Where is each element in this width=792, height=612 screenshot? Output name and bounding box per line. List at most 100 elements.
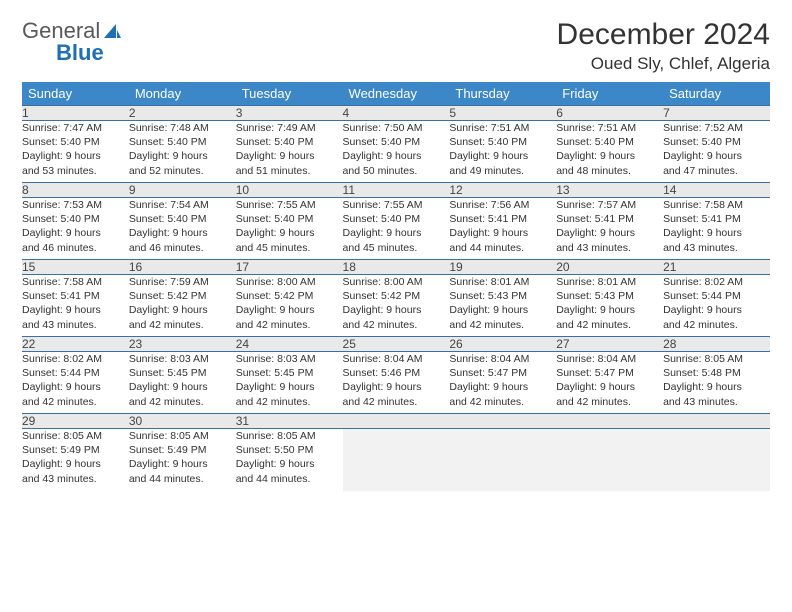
sunset-text: Sunset: 5:47 PM bbox=[449, 366, 556, 380]
sunrise-text: Sunrise: 7:54 AM bbox=[129, 198, 236, 212]
sunrise-text: Sunrise: 8:02 AM bbox=[22, 352, 129, 366]
day-number-cell: 17 bbox=[236, 260, 343, 275]
sunset-text: Sunset: 5:45 PM bbox=[236, 366, 343, 380]
day-detail-cell: Sunrise: 8:03 AMSunset: 5:45 PMDaylight:… bbox=[129, 352, 236, 414]
day-detail-cell: Sunrise: 7:56 AMSunset: 5:41 PMDaylight:… bbox=[449, 198, 556, 260]
col-monday: Monday bbox=[129, 82, 236, 106]
dl1-text: Daylight: 9 hours bbox=[556, 226, 663, 240]
day-detail-row: Sunrise: 7:47 AM Sunset: 5:40 PM Daylight:… bbox=[22, 121, 770, 183]
day-detail-cell: Sunrise: 8:04 AMSunset: 5:47 PMDaylight:… bbox=[556, 352, 663, 414]
dl1-text: Daylight: 9 hours bbox=[236, 226, 343, 240]
day-number-cell: 12 bbox=[449, 183, 556, 198]
day-number-cell: 24 bbox=[236, 337, 343, 352]
dl2-text: and 42 minutes. bbox=[449, 318, 556, 332]
day-number-cell: 4 bbox=[343, 106, 450, 121]
day-number: 3 bbox=[236, 106, 243, 120]
day-number: 30 bbox=[129, 414, 142, 428]
day-number-cell: 2 bbox=[129, 106, 236, 121]
day-detail-cell bbox=[343, 429, 450, 491]
day-number: 31 bbox=[236, 414, 249, 428]
dl2-text: and 42 minutes. bbox=[129, 395, 236, 409]
dl2-text: and 43 minutes. bbox=[556, 241, 663, 255]
dl2-text: and 53 minutes. bbox=[22, 164, 129, 178]
day-detail-cell: Sunrise: 7:55 AMSunset: 5:40 PMDaylight:… bbox=[236, 198, 343, 260]
sunrise-text: Sunrise: 7:47 AM bbox=[22, 121, 129, 135]
day-detail-cell: Sunrise: 7:48 AMSunset: 5:40 PMDaylight:… bbox=[129, 121, 236, 183]
dl1-text: Daylight: 9 hours bbox=[556, 380, 663, 394]
sunrise-text: Sunrise: 7:58 AM bbox=[663, 198, 770, 212]
sunrise-text: Sunrise: 7:56 AM bbox=[449, 198, 556, 212]
day-number-cell: 16 bbox=[129, 260, 236, 275]
sunset-text: Sunset: 5:47 PM bbox=[556, 366, 663, 380]
day-number-cell: 1 bbox=[22, 106, 129, 121]
col-saturday: Saturday bbox=[663, 82, 770, 106]
day-number-row: 293031 bbox=[22, 414, 770, 429]
day-number: 22 bbox=[22, 337, 35, 351]
day-detail-cell: Sunrise: 8:01 AMSunset: 5:43 PMDaylight:… bbox=[449, 275, 556, 337]
sunset-text: Sunset: 5:44 PM bbox=[663, 289, 770, 303]
dl1-text: Daylight: 9 hours bbox=[343, 226, 450, 240]
dl1-text: Daylight: 9 hours bbox=[343, 380, 450, 394]
day-number-cell: 6 bbox=[556, 106, 663, 121]
day-number: 11 bbox=[343, 183, 355, 197]
sunrise-text: Sunrise: 7:49 AM bbox=[236, 121, 343, 135]
dl2-text: and 50 minutes. bbox=[343, 164, 450, 178]
day-detail-cell: Sunrise: 8:03 AMSunset: 5:45 PMDaylight:… bbox=[236, 352, 343, 414]
day-number: 10 bbox=[236, 183, 249, 197]
day-number-cell: 20 bbox=[556, 260, 663, 275]
day-number-cell: 13 bbox=[556, 183, 663, 198]
sunrise-text: Sunrise: 8:04 AM bbox=[343, 352, 450, 366]
day-number-cell: 26 bbox=[449, 337, 556, 352]
day-detail-cell: Sunrise: 7:54 AMSunset: 5:40 PMDaylight:… bbox=[129, 198, 236, 260]
day-number: 4 bbox=[343, 106, 350, 120]
dl2-text: and 51 minutes. bbox=[236, 164, 343, 178]
day-number: 19 bbox=[449, 260, 462, 274]
sunset-text: Sunset: 5:42 PM bbox=[129, 289, 236, 303]
day-detail-cell: Sunrise: 7:51 AMSunset: 5:40 PMDaylight:… bbox=[449, 121, 556, 183]
dl1-text: Daylight: 9 hours bbox=[129, 226, 236, 240]
day-number-cell: 5 bbox=[449, 106, 556, 121]
sunrise-text: Sunrise: 8:03 AM bbox=[236, 352, 343, 366]
dl2-text: and 44 minutes. bbox=[129, 472, 236, 486]
day-number: 6 bbox=[556, 106, 563, 120]
dl1-text: Daylight: 9 hours bbox=[236, 380, 343, 394]
dl1-text: Daylight: 9 hours bbox=[22, 303, 129, 317]
day-detail-cell: Sunrise: 8:04 AMSunset: 5:47 PMDaylight:… bbox=[449, 352, 556, 414]
day-number-cell: 14 bbox=[663, 183, 770, 198]
day-detail-cell: Sunrise: 7:58 AMSunset: 5:41 PMDaylight:… bbox=[22, 275, 129, 337]
col-friday: Friday bbox=[556, 82, 663, 106]
day-number: 5 bbox=[449, 106, 456, 120]
sunset-text: Sunset: 5:42 PM bbox=[236, 289, 343, 303]
day-detail-cell: Sunrise: 8:02 AMSunset: 5:44 PMDaylight:… bbox=[663, 275, 770, 337]
sunset-text: Sunset: 5:40 PM bbox=[22, 212, 129, 226]
logo-sail-icon bbox=[102, 22, 122, 40]
sunset-text: Sunset: 5:43 PM bbox=[556, 289, 663, 303]
sunset-text: Sunset: 5:48 PM bbox=[663, 366, 770, 380]
dl1-text: Daylight: 9 hours bbox=[236, 457, 343, 471]
dl1-text: Daylight: 9 hours bbox=[129, 303, 236, 317]
day-number-cell: 7 bbox=[663, 106, 770, 121]
dl2-text: and 42 minutes. bbox=[236, 318, 343, 332]
day-detail-cell: Sunrise: 8:05 AMSunset: 5:50 PMDaylight:… bbox=[236, 429, 343, 491]
dl1-text: Daylight: 9 hours bbox=[22, 149, 129, 163]
day-number: 25 bbox=[343, 337, 356, 351]
sunrise-text: Sunrise: 8:05 AM bbox=[236, 429, 343, 443]
dl2-text: and 42 minutes. bbox=[236, 395, 343, 409]
dl1-text: Daylight: 9 hours bbox=[449, 303, 556, 317]
sunrise-text: Sunrise: 8:04 AM bbox=[556, 352, 663, 366]
dl1-text: Daylight: 9 hours bbox=[236, 303, 343, 317]
day-detail-cell: Sunrise: 7:58 AMSunset: 5:41 PMDaylight:… bbox=[663, 198, 770, 260]
day-number: 26 bbox=[449, 337, 462, 351]
sunset-text: Sunset: 5:40 PM bbox=[663, 135, 770, 149]
day-detail-cell bbox=[556, 429, 663, 491]
day-detail-cell: Sunrise: 7:57 AMSunset: 5:41 PMDaylight:… bbox=[556, 198, 663, 260]
dl2-text: and 42 minutes. bbox=[556, 395, 663, 409]
sunrise-text: Sunrise: 8:03 AM bbox=[129, 352, 236, 366]
sunset-text: Sunset: 5:49 PM bbox=[129, 443, 236, 457]
day-number: 27 bbox=[556, 337, 569, 351]
dl2-text: and 43 minutes. bbox=[22, 318, 129, 332]
day-number-cell: 27 bbox=[556, 337, 663, 352]
day-detail-cell: Sunrise: 7:59 AMSunset: 5:42 PMDaylight:… bbox=[129, 275, 236, 337]
day-number-cell: 19 bbox=[449, 260, 556, 275]
sunrise-text: Sunrise: 7:53 AM bbox=[22, 198, 129, 212]
